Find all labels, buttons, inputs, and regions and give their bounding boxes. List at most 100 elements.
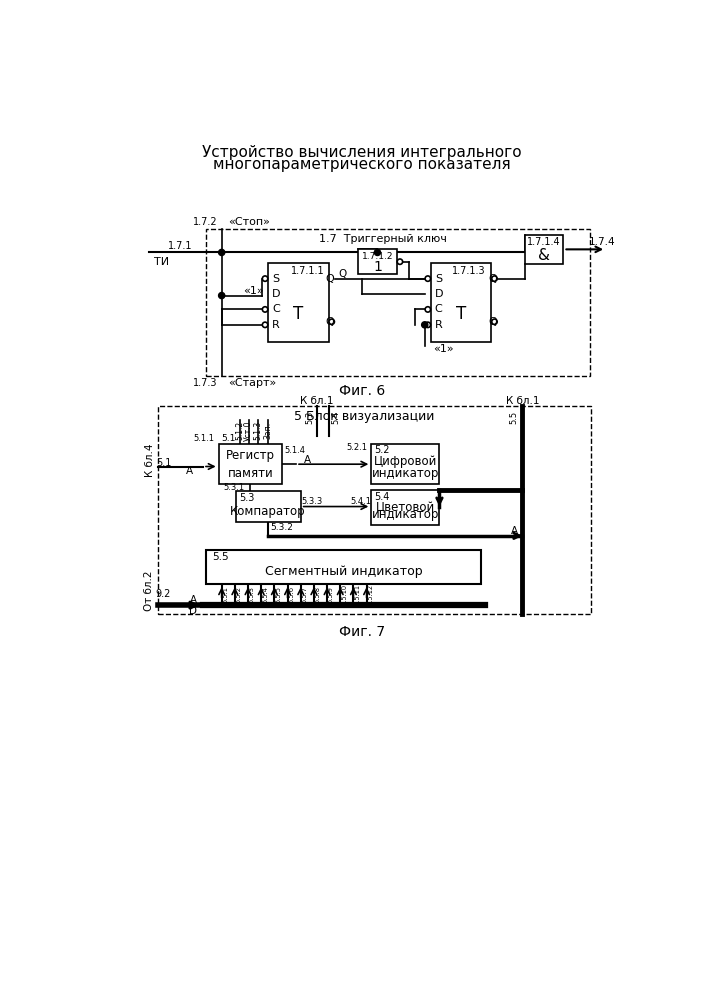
Text: 5.5.3: 5.5.3 <box>249 586 255 603</box>
Text: 5.2: 5.2 <box>374 445 390 455</box>
Text: К бл.1: К бл.1 <box>506 396 539 406</box>
Text: R: R <box>435 320 443 330</box>
Text: Уст.0: Уст.0 <box>245 420 253 441</box>
Text: многопараметрического показателя: многопараметрического показателя <box>213 157 510 172</box>
Text: S: S <box>435 274 443 284</box>
Bar <box>206 229 590 376</box>
Text: От бл.2: От бл.2 <box>144 571 154 611</box>
Bar <box>218 444 282 484</box>
Text: 5.1: 5.1 <box>157 458 172 468</box>
Text: 1.7.1: 1.7.1 <box>168 241 192 251</box>
Text: Сегментный индикатор: Сегментный индикатор <box>265 565 423 578</box>
Text: Зап.: Зап. <box>264 422 273 439</box>
Text: 5.3: 5.3 <box>240 493 255 503</box>
Text: R: R <box>272 320 280 330</box>
Circle shape <box>374 249 380 256</box>
Text: T: T <box>456 305 467 323</box>
Text: 5.5.1: 5.5.1 <box>223 586 228 603</box>
Circle shape <box>425 307 431 312</box>
Text: 1.7.1.1: 1.7.1.1 <box>291 266 325 276</box>
Text: К бл.1: К бл.1 <box>300 396 334 406</box>
Bar <box>268 263 329 342</box>
Text: «1»: «1» <box>243 286 264 296</box>
Text: &: & <box>538 248 550 263</box>
Text: «1»: «1» <box>433 344 454 354</box>
Circle shape <box>492 276 497 281</box>
Bar <box>371 444 440 484</box>
Text: Q: Q <box>489 274 497 284</box>
Bar <box>158 406 590 614</box>
Text: «Старт»: «Старт» <box>228 378 276 388</box>
Text: индикатор: индикатор <box>372 508 439 521</box>
Text: C: C <box>272 304 280 314</box>
Text: Цветовой: Цветовой <box>375 501 435 514</box>
Text: ТИ: ТИ <box>154 257 170 267</box>
Text: 5.2.1: 5.2.1 <box>346 443 368 452</box>
Bar <box>358 249 397 274</box>
Circle shape <box>397 259 403 264</box>
Text: Q: Q <box>325 274 334 284</box>
Text: 5.5.6: 5.5.6 <box>288 586 294 603</box>
Bar <box>235 491 300 522</box>
Circle shape <box>425 322 431 328</box>
Text: 5.1.4: 5.1.4 <box>284 446 305 455</box>
Text: 5.5.7: 5.5.7 <box>301 586 308 603</box>
Text: 5.5: 5.5 <box>212 552 229 562</box>
Text: 5.1.3: 5.1.3 <box>254 421 262 440</box>
Bar <box>431 263 491 342</box>
Text: «Стоп»: «Стоп» <box>228 217 270 227</box>
Bar <box>371 490 440 525</box>
Text: S: S <box>272 274 279 284</box>
Text: 5.3: 5.3 <box>305 411 314 424</box>
Circle shape <box>262 322 268 328</box>
Circle shape <box>262 276 268 281</box>
Text: Фиг. 6: Фиг. 6 <box>339 384 385 398</box>
Text: 1.7  Триггерный ключ: 1.7 Триггерный ключ <box>319 234 446 244</box>
Text: индикатор: индикатор <box>372 467 439 480</box>
Text: 1.7.1.3: 1.7.1.3 <box>452 266 486 276</box>
Text: A: A <box>511 526 518 536</box>
Circle shape <box>262 307 268 312</box>
Circle shape <box>218 292 225 299</box>
Text: A: A <box>304 455 311 465</box>
Bar <box>525 235 563 264</box>
Text: 9.2: 9.2 <box>155 589 170 599</box>
Text: Устройство вычисления интегрального: Устройство вычисления интегрального <box>202 145 522 160</box>
Circle shape <box>425 276 431 281</box>
Text: К бл.4: К бл.4 <box>146 444 156 477</box>
Text: 5.5.12: 5.5.12 <box>368 584 373 605</box>
Text: Компаратор: Компаратор <box>230 505 306 518</box>
Bar <box>206 550 481 584</box>
Text: 5 Блок визуализации: 5 Блок визуализации <box>293 410 434 423</box>
Text: C: C <box>435 304 443 314</box>
Text: Цифровой: Цифровой <box>374 455 437 468</box>
Text: 1.7.1.2: 1.7.1.2 <box>362 252 393 261</box>
Text: 5.5: 5.5 <box>510 411 518 424</box>
Text: T: T <box>293 305 303 323</box>
Text: 1.7.1.4: 1.7.1.4 <box>527 237 561 247</box>
Text: D: D <box>271 289 280 299</box>
Text: 5.1.1: 5.1.1 <box>194 434 215 443</box>
Text: 5.1: 5.1 <box>222 434 236 443</box>
Text: Q̄: Q̄ <box>325 317 334 327</box>
Text: 1: 1 <box>373 260 382 274</box>
Circle shape <box>218 249 225 256</box>
Text: Фиг. 7: Фиг. 7 <box>339 625 385 639</box>
Text: 1.7.2: 1.7.2 <box>193 217 218 227</box>
Text: Q: Q <box>339 269 346 279</box>
Text: 5.1.2: 5.1.2 <box>235 421 244 440</box>
Text: 5.5.4: 5.5.4 <box>262 586 268 603</box>
Text: 5.3.3: 5.3.3 <box>301 497 322 506</box>
Text: 5.5.9: 5.5.9 <box>328 586 334 603</box>
Text: 5.3.2: 5.3.2 <box>271 523 293 532</box>
Text: 5.5.8: 5.5.8 <box>315 586 321 603</box>
Text: A: A <box>185 466 193 476</box>
Text: 5.4: 5.4 <box>332 411 341 424</box>
Circle shape <box>421 322 428 328</box>
Text: 1.7.4: 1.7.4 <box>589 237 616 247</box>
Text: 5.3.1: 5.3.1 <box>224 483 245 492</box>
Text: 5.5.10: 5.5.10 <box>341 584 347 605</box>
Circle shape <box>492 319 497 324</box>
Text: D: D <box>189 606 197 616</box>
Text: 5.4.1: 5.4.1 <box>351 497 372 506</box>
